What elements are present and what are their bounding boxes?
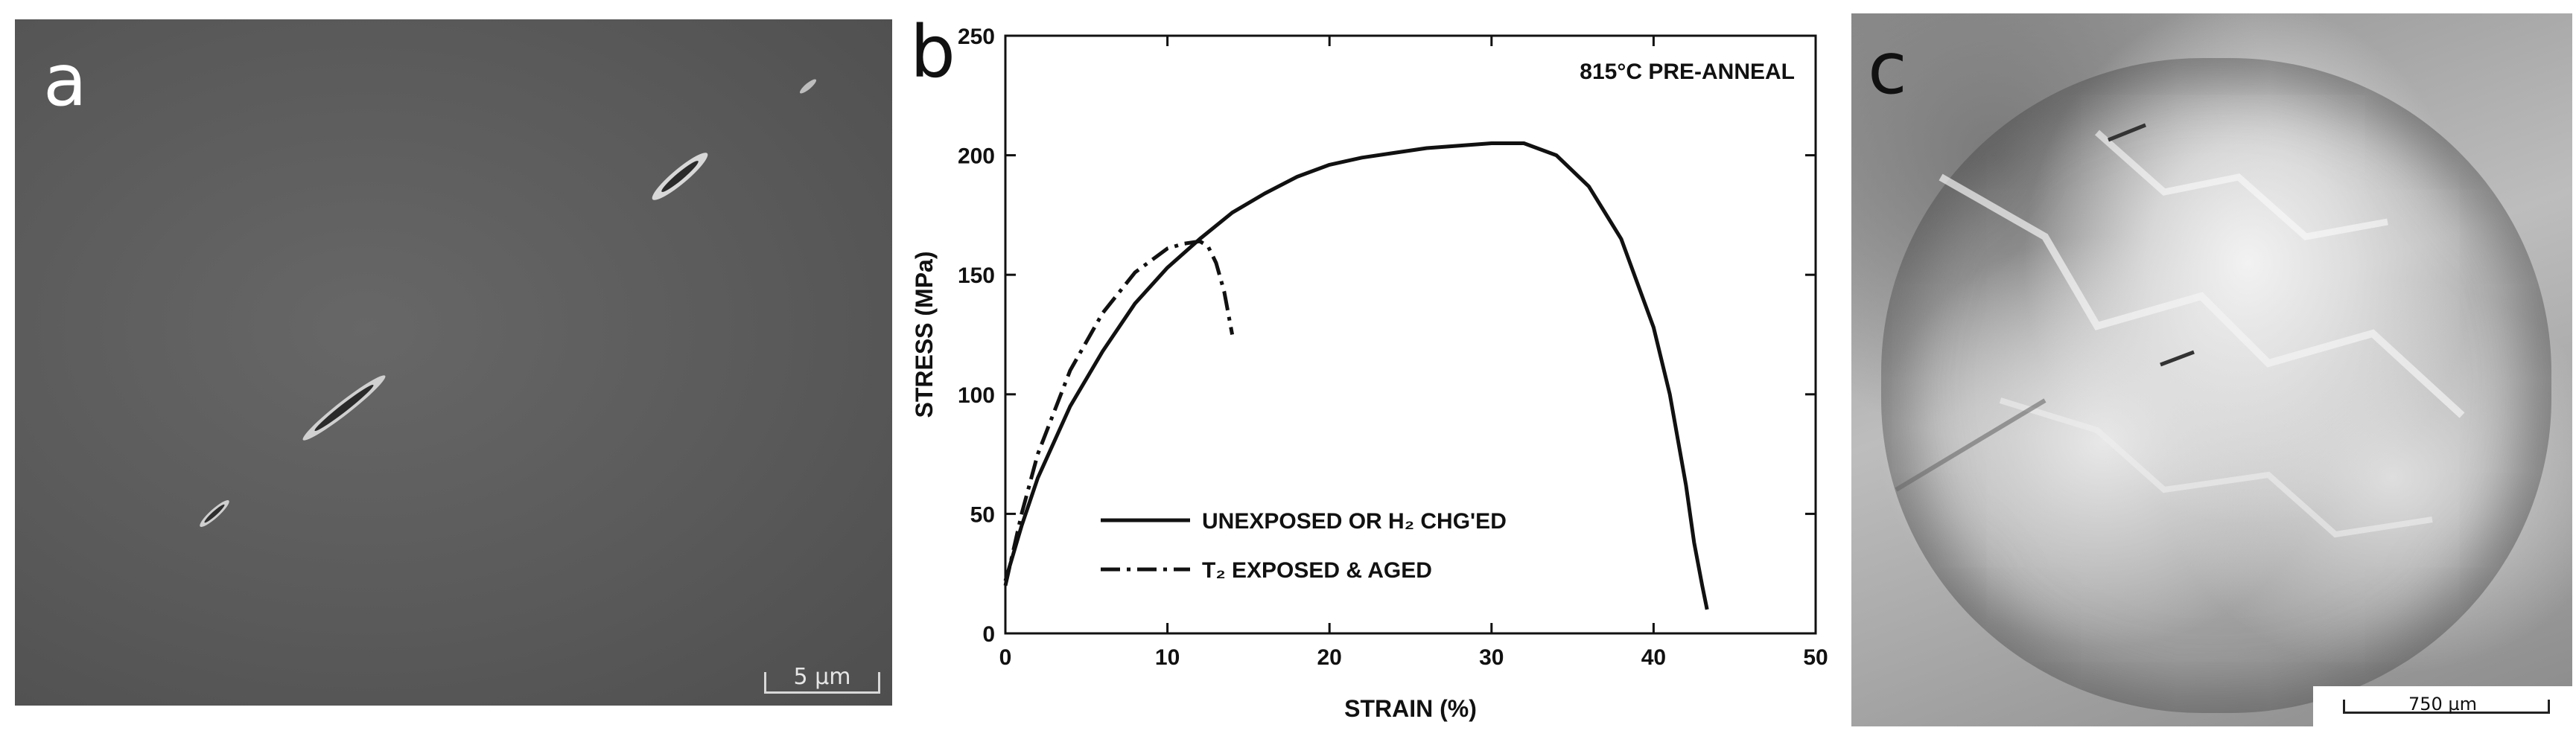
y-tick-label: 150 <box>958 263 995 288</box>
y-tick-label: 100 <box>958 383 995 408</box>
x-tick-label: 50 <box>1803 645 1828 670</box>
y-tick-label: 250 <box>958 25 995 49</box>
y-tick-label: 0 <box>982 622 995 647</box>
fracture-ridge <box>2095 130 2388 240</box>
x-axis-label: STRAIN (%) <box>1344 695 1477 722</box>
crack-feature <box>302 375 386 441</box>
scale-bar: 5 µm <box>764 664 880 694</box>
panel-letter-c: c <box>1868 27 1907 110</box>
crack-feature <box>799 79 817 94</box>
axis-ticks: 0 10 20 30 40 50 0 50 100 150 200 250 <box>958 25 1828 670</box>
series-lines <box>1003 141 1709 610</box>
x-tick-label: 20 <box>1317 645 1342 670</box>
fracture-crack <box>2108 123 2146 142</box>
fracture-texture <box>1895 123 2465 538</box>
x-tick-label: 10 <box>1155 645 1180 670</box>
crack-feature <box>200 500 229 527</box>
panel-letter-b: b <box>910 10 955 94</box>
x-tick-label: 40 <box>1641 645 1666 670</box>
fracture-ridge <box>1939 173 2465 418</box>
legend-label: T₂ EXPOSED & AGED <box>1202 558 1432 583</box>
chart-annotation: 815°C PRE-ANNEAL <box>1580 60 1795 84</box>
scale-bar-label: 750 µm <box>2408 694 2478 715</box>
scale-bar-line <box>2343 700 2550 714</box>
x-tick-label: 0 <box>999 645 1012 670</box>
panel-letter-a: a <box>43 39 87 122</box>
y-tick-label: 50 <box>970 502 995 527</box>
micrograph-background <box>15 19 892 706</box>
y-tick-label: 200 <box>958 144 995 169</box>
y-axis-label: STRESS (MPa) <box>911 251 938 418</box>
stress-strain-chart: 0 10 20 30 40 50 0 50 100 150 200 250 815°C PRE-ANN… <box>911 25 1828 722</box>
legend-label: UNEXPOSED OR H₂ CHG'ED <box>1202 509 1507 534</box>
fracture-crack <box>1895 398 2047 492</box>
fractograph-background <box>1851 13 2572 726</box>
fractograph-panel-c: c 750 µm <box>1851 13 2572 726</box>
plot-frame <box>1004 34 1817 635</box>
micrograph-features <box>200 79 817 527</box>
micrograph-panel-a: a 5 µm <box>15 19 892 706</box>
scale-bar: 750 µm <box>2313 686 2572 726</box>
stress-strain-chart-panel: 0 10 20 30 40 50 0 50 100 150 200 250 815°C PRE-ANN… <box>894 0 1832 744</box>
x-tick-label: 30 <box>1479 645 1504 670</box>
fracture-crack <box>2160 350 2195 367</box>
series-line <box>1003 141 1709 610</box>
crack-feature <box>652 153 708 200</box>
fracture-ridge <box>1999 397 2433 538</box>
scale-bar-label: 5 µm <box>793 664 851 690</box>
series-line <box>1003 239 1235 586</box>
chart-legend: UNEXPOSED OR H₂ CHG'ED T₂ EXPOSED & AGED <box>1101 509 1507 583</box>
